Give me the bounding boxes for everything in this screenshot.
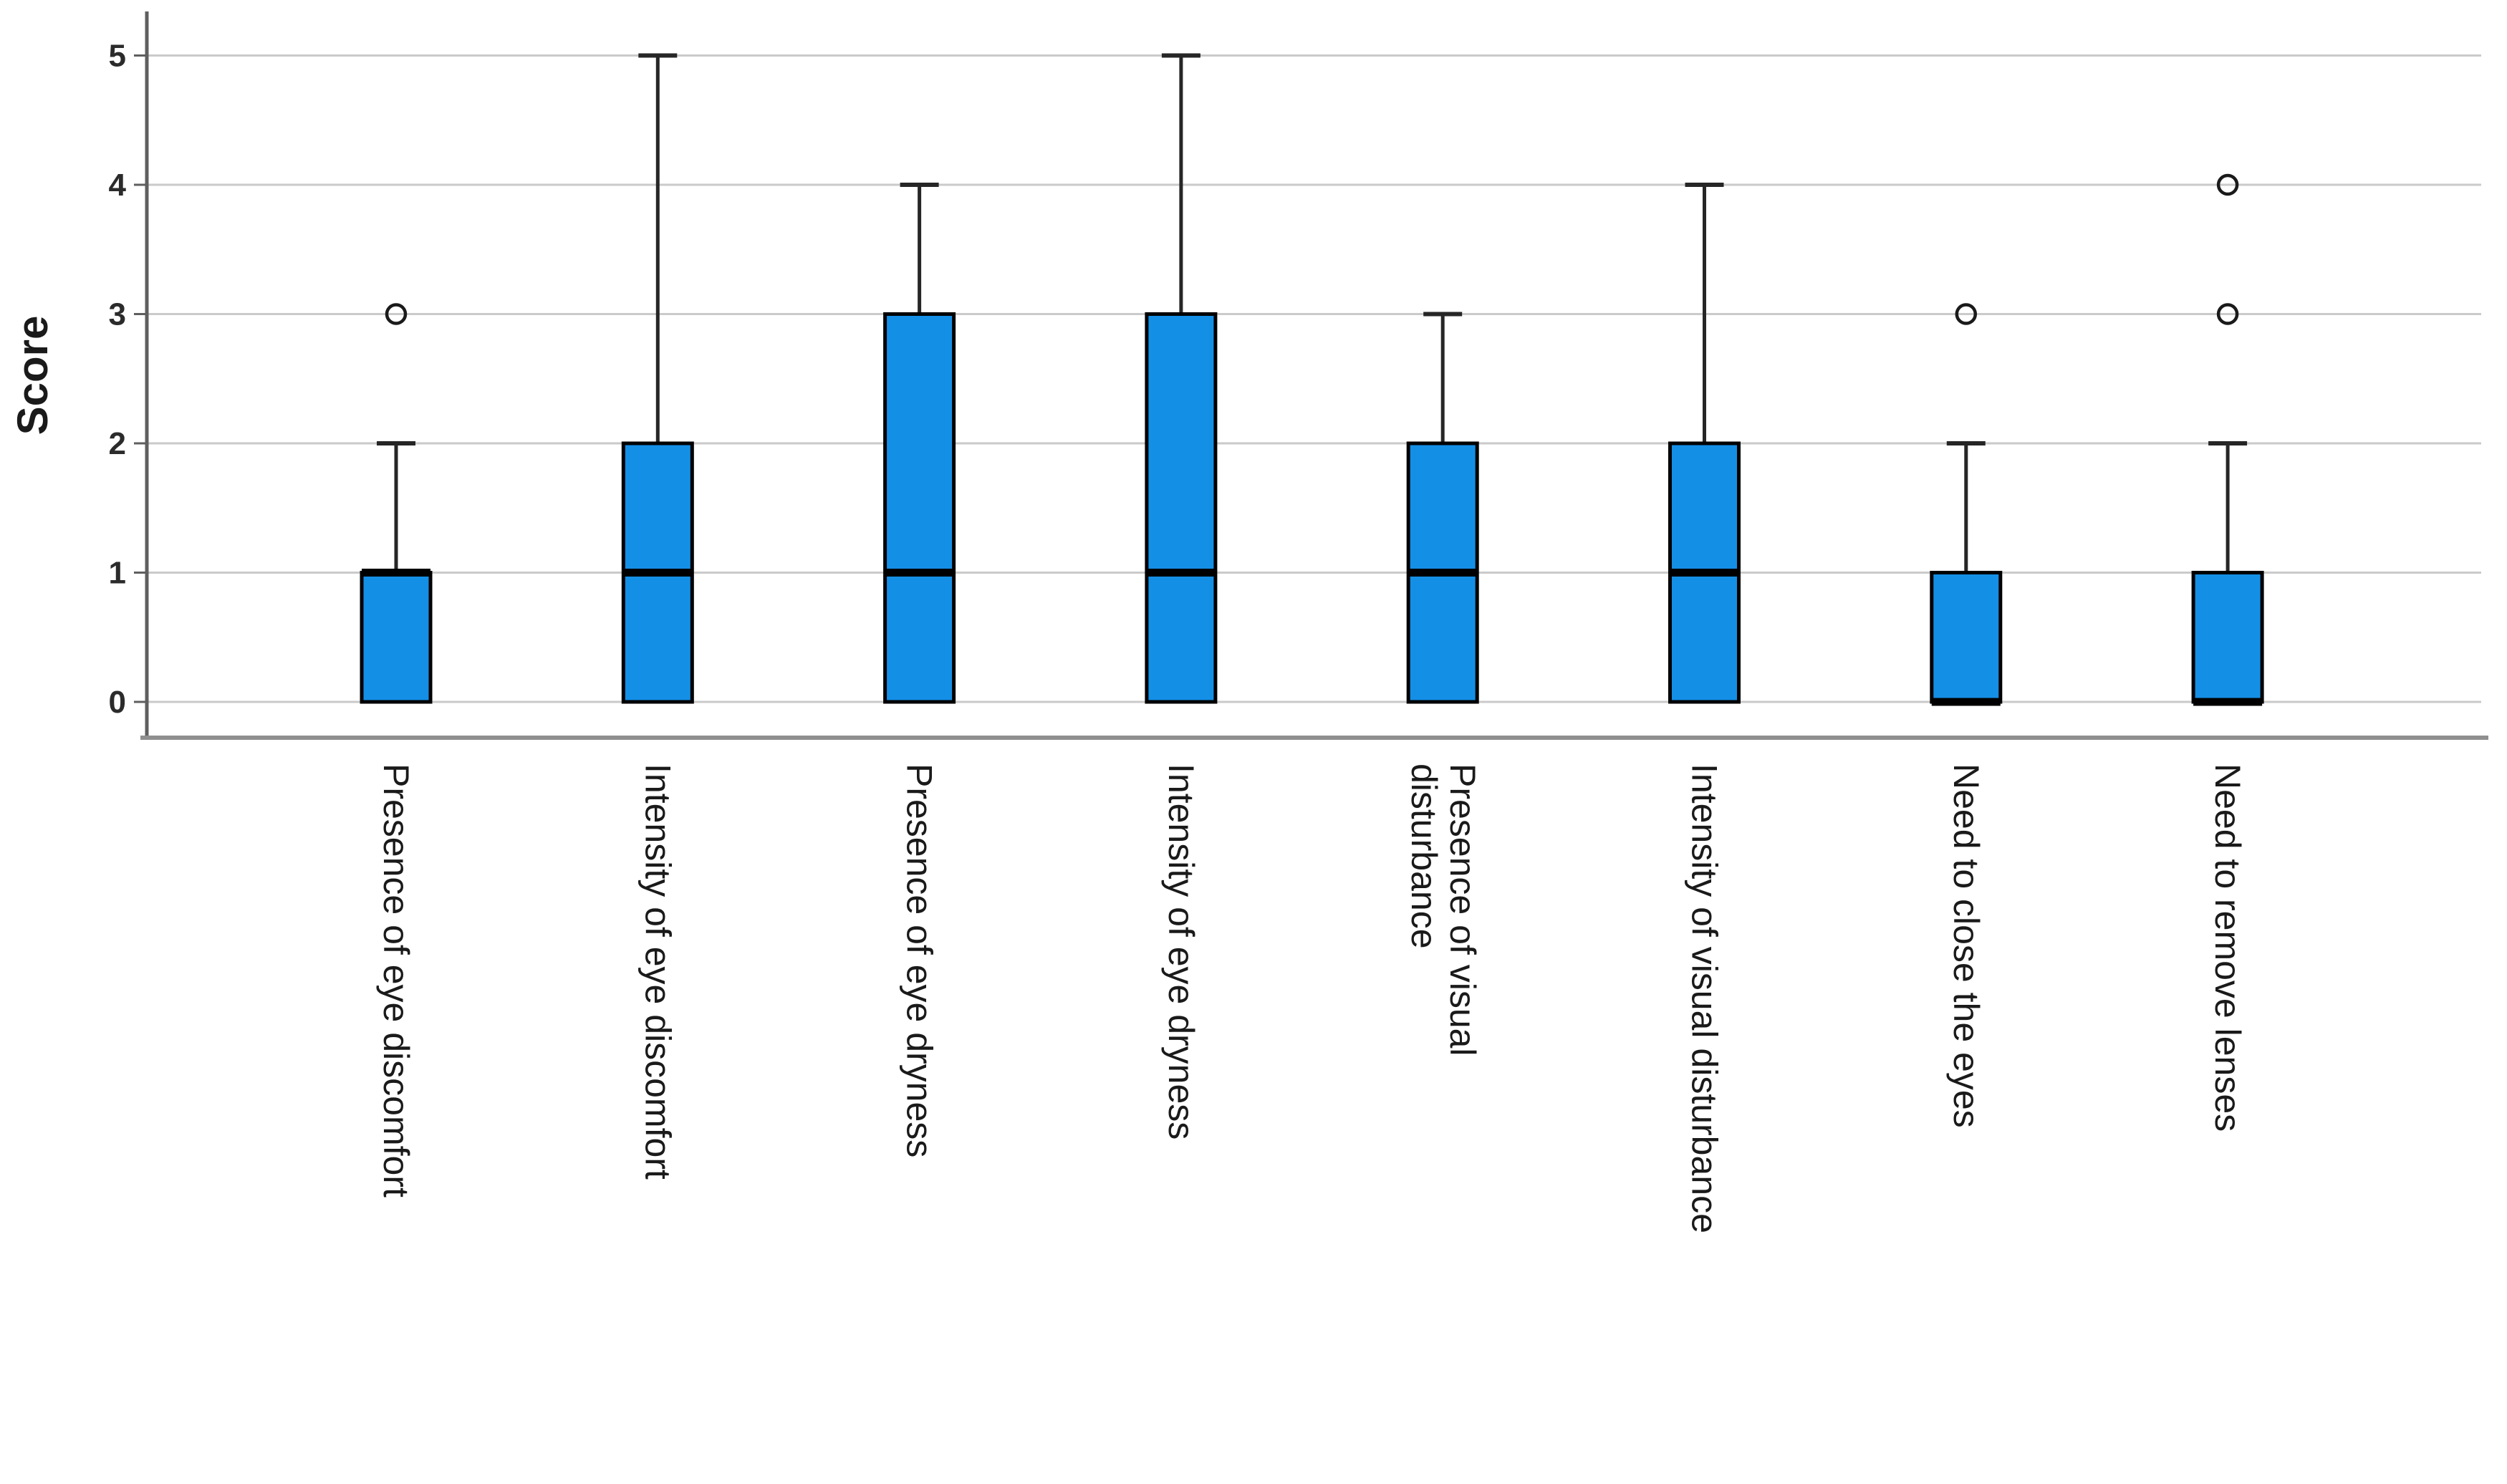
boxplot-2 <box>621 53 694 704</box>
y-tick-label: 3 <box>109 297 126 332</box>
box <box>1930 571 2003 704</box>
x-axis-label-group: Need to close the eyes <box>1946 763 1986 1128</box>
box <box>1145 312 1218 704</box>
boxplot-5 <box>1406 312 1479 704</box>
boxplot-4 <box>1145 53 1218 704</box>
x-axis-label-group: Intensity of visual disturbance <box>1685 763 1725 1233</box>
box <box>360 571 433 704</box>
x-axis-label-group: Intensity of eye dryness <box>1161 763 1201 1140</box>
y-axis-title: Score <box>9 316 57 435</box>
y-tick-label: 4 <box>109 168 127 203</box>
y-tick-label: 5 <box>109 39 126 74</box>
outlier-point <box>1955 303 1978 325</box>
y-tick-label: 1 <box>109 556 126 591</box>
boxplot-8 <box>2191 173 2264 706</box>
y-tick-label: 2 <box>109 426 126 461</box>
x-axis-label: Intensity of eye dryness <box>1161 763 1201 1140</box>
outlier-point <box>2216 303 2239 325</box>
x-axis-label-group: Need to remove lenses <box>2208 763 2248 1132</box>
x-axis-label-group: Presence of eye dryness <box>900 763 940 1157</box>
y-tick-label: 0 <box>109 685 126 720</box>
x-axis-label: Presence of visual <box>1443 763 1483 1056</box>
x-axis-label: disturbance <box>1404 763 1444 949</box>
outlier-point <box>385 303 408 325</box>
x-axis-label: Intensity of visual disturbance <box>1685 763 1725 1233</box>
x-axis-label-group: Presence of eye discomfort <box>376 763 416 1198</box>
x-axis-label: Intensity of eye discomfort <box>637 763 678 1180</box>
box <box>2191 571 2264 704</box>
x-axis-label: Presence of eye discomfort <box>376 763 416 1198</box>
x-axis-label: Need to remove lenses <box>2208 763 2248 1132</box>
x-axis-label: Need to close the eyes <box>1946 763 1986 1128</box>
boxplot-6 <box>1668 183 1741 704</box>
box <box>883 312 956 704</box>
x-axis-label: Presence of eye dryness <box>900 763 940 1157</box>
boxplot-7 <box>1930 303 2003 706</box>
boxplot-1 <box>360 303 433 704</box>
boxplot-3 <box>883 183 956 704</box>
outlier-point <box>2216 173 2239 196</box>
x-axis-label-group: Intensity of eye discomfort <box>637 763 678 1180</box>
